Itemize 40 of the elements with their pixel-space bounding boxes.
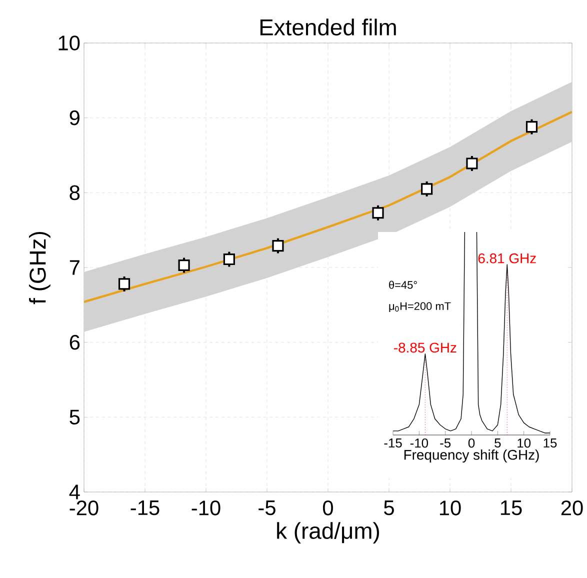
y-axis-title: f (GHz) — [29, 232, 50, 304]
chart-title: Extended film — [260, 18, 396, 36]
x-tick-label: -5 — [258, 500, 276, 516]
point — [466, 158, 478, 170]
x-tick-label: 20 — [561, 500, 583, 516]
x-tick-label: 10 — [518, 438, 531, 448]
point — [118, 278, 130, 290]
ref-line-label: -8.85 GHz — [394, 342, 456, 353]
point — [223, 253, 235, 266]
x-tick-label: -10 — [192, 500, 220, 516]
x-tick-label: 15 — [544, 438, 557, 448]
y-tick-label: 5 — [70, 410, 80, 424]
ref-line-label: 6.81 GHz — [478, 253, 536, 264]
point — [421, 183, 433, 195]
x-tick-label: 5 — [384, 500, 394, 516]
x-axis-title: k (rad/μm) — [277, 522, 379, 544]
x-tick-label: 5 — [494, 438, 501, 448]
x-tick-label: -15 — [130, 500, 160, 516]
annotation: θ=45° — [389, 280, 417, 289]
x-axis-title: Frequency shift (GHz) — [404, 450, 539, 463]
line-series — [84, 110, 572, 304]
point — [178, 259, 190, 272]
x-tick-label: 0 — [322, 500, 333, 516]
x-tick-label: -15 — [384, 438, 402, 448]
y-tick-label: 8 — [70, 185, 80, 200]
point — [272, 240, 284, 252]
x-tick-label: -5 — [440, 438, 451, 448]
y-tick-label: 4 — [69, 484, 80, 500]
x-tick-label: 15 — [500, 500, 522, 516]
x-tick-label: -20 — [70, 500, 98, 516]
x-tick-label: 10 — [440, 500, 461, 516]
point — [526, 121, 538, 133]
y-tick-label: 10 — [58, 36, 80, 50]
x-tick-label: 0 — [468, 438, 475, 448]
y-tick-label: 9 — [70, 110, 80, 126]
annotation: μ$_{0}$H=200 mT — [389, 302, 451, 312]
y-tick-label: 7 — [70, 260, 80, 275]
x-tick-label: -10 — [410, 438, 428, 448]
y-tick-label: 6 — [70, 334, 80, 350]
point — [372, 207, 384, 219]
